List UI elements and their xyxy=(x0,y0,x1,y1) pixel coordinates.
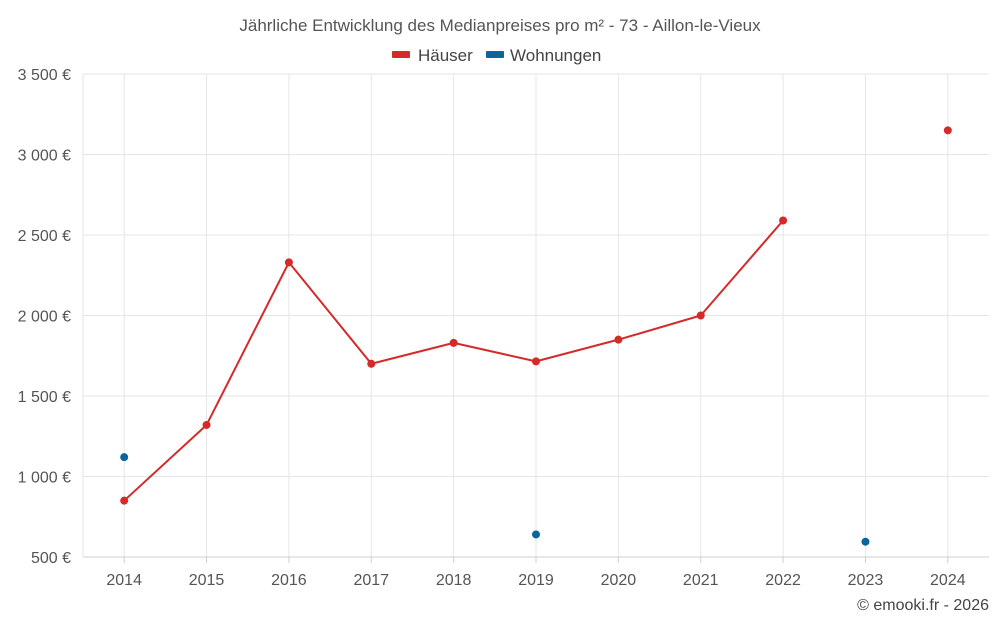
x-tick-label: 2014 xyxy=(106,572,142,589)
data-point-wohnungen-2014[interactable] xyxy=(120,453,129,462)
legend: Häuser Wohnungen xyxy=(392,46,601,65)
legend-item-haeuser[interactable]: Häuser xyxy=(392,46,473,65)
y-tick-label: 500 € xyxy=(31,550,71,567)
data-point-haeuser-2020[interactable] xyxy=(614,335,623,344)
data-point-haeuser-2024[interactable] xyxy=(943,126,952,135)
legend-label-wohnungen: Wohnungen xyxy=(510,46,601,65)
x-tick-label: 2018 xyxy=(436,572,472,589)
x-tick-label: 2020 xyxy=(601,572,637,589)
y-tick-label: 2 000 € xyxy=(18,309,71,326)
x-tick-label: 2019 xyxy=(518,572,554,589)
x-tick-label: 2021 xyxy=(683,572,719,589)
x-tick-label: 2017 xyxy=(353,572,389,589)
x-tick-label: 2022 xyxy=(765,572,801,589)
series xyxy=(120,126,952,546)
legend-item-wohnungen[interactable]: Wohnungen xyxy=(486,46,601,65)
data-point-haeuser-2014[interactable] xyxy=(120,496,129,505)
y-tick-label: 1 000 € xyxy=(18,470,71,487)
data-point-haeuser-2017[interactable] xyxy=(367,359,376,368)
x-tick-label: 2015 xyxy=(189,572,225,589)
data-point-haeuser-2021[interactable] xyxy=(696,311,705,320)
y-tick-label: 3 500 € xyxy=(18,67,71,84)
data-point-wohnungen-2019[interactable] xyxy=(532,530,540,539)
legend-swatch-haeuser xyxy=(392,51,410,58)
data-point-haeuser-2019[interactable] xyxy=(532,357,540,366)
data-point-wohnungen-2023[interactable] xyxy=(861,537,870,546)
y-tick-label: 3 000 € xyxy=(18,148,71,165)
y-tick-label: 2 500 € xyxy=(18,228,71,245)
data-point-haeuser-2018[interactable] xyxy=(449,338,458,347)
x-tick-label: 2016 xyxy=(271,572,307,589)
series-haeuser xyxy=(120,126,952,505)
axes: 500 € 1 000 € 1 500 € 2 000 € 2 500 € 3 000 €… xyxy=(18,67,989,589)
credit-text: © emooki.fr - 2026 xyxy=(857,597,989,614)
y-tick-label: 1 500 € xyxy=(18,389,71,406)
legend-label-haeuser: Häuser xyxy=(418,46,473,65)
data-point-haeuser-2022[interactable] xyxy=(779,216,788,225)
series-wohnungen xyxy=(120,453,870,546)
grid xyxy=(83,73,989,557)
x-tick-label: 2024 xyxy=(930,572,966,589)
data-point-haeuser-2015[interactable] xyxy=(202,420,211,429)
x-tick-label: 2023 xyxy=(848,572,884,589)
data-point-haeuser-2016[interactable] xyxy=(284,258,293,267)
legend-swatch-wohnungen xyxy=(486,51,504,58)
chart-title: Jährliche Entwicklung des Medianpreises … xyxy=(239,16,761,35)
